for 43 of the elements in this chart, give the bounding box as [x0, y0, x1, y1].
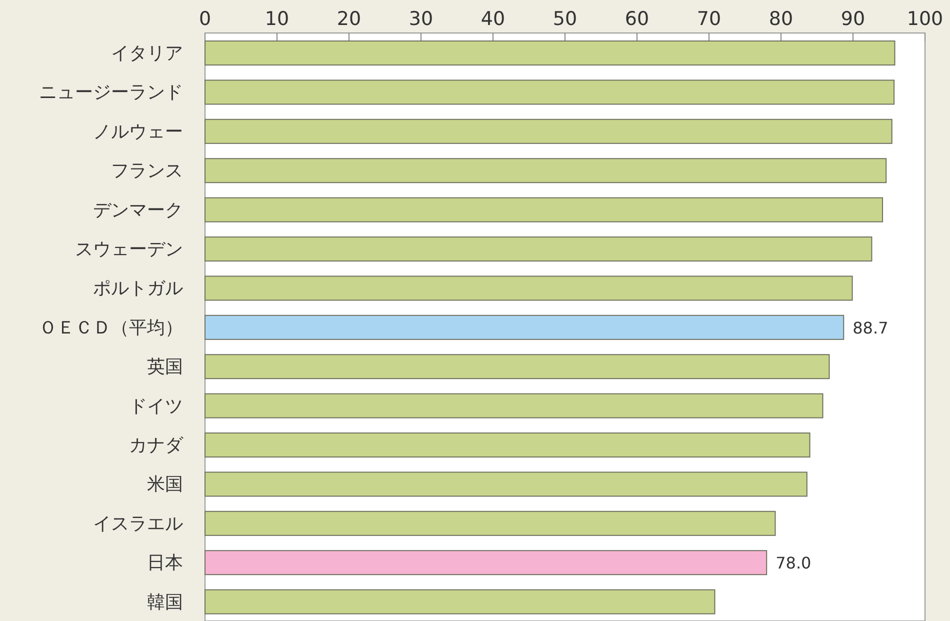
- bar: [204, 40, 896, 66]
- y-tick-label: 米国: [147, 474, 183, 496]
- y-tick-label: ＯＥＣＤ（平均）: [39, 317, 183, 338]
- x-tick-label: 0: [198, 8, 212, 30]
- bar: [204, 314, 844, 340]
- x-tick-label: 100: [906, 8, 944, 30]
- bar: [204, 80, 895, 105]
- x-tick-label: 40: [480, 8, 506, 30]
- y-tick-label: ノルウェー: [93, 121, 183, 142]
- bar: [204, 354, 830, 380]
- x-tick-label: 10: [264, 8, 290, 30]
- x-tick-label: 80: [768, 8, 794, 30]
- data-label: 88.7: [852, 318, 888, 338]
- bar: [204, 589, 716, 614]
- bar: [204, 550, 768, 576]
- bar: [204, 158, 887, 184]
- x-tick-label: 60: [624, 8, 650, 30]
- y-tick-label: イタリア: [111, 43, 183, 64]
- data-label: 78.0: [776, 554, 812, 573]
- y-tick-label: フランス: [111, 160, 183, 182]
- bar: [204, 197, 884, 222]
- x-tick-label: 90: [840, 8, 866, 30]
- y-tick-label: ニュージーランド: [39, 82, 183, 104]
- x-tick-label: 50: [552, 8, 578, 30]
- x-tick-label: 70: [696, 8, 722, 30]
- bar: [204, 510, 776, 536]
- y-tick-label: カナダ: [129, 435, 184, 456]
- y-tick-label: スウェーデン: [75, 239, 183, 260]
- bar: [204, 393, 824, 418]
- bar: [204, 432, 810, 458]
- y-tick-label: 英国: [147, 356, 183, 378]
- bar: [204, 472, 808, 497]
- y-tick-label: デンマーク: [93, 200, 183, 221]
- x-tick-label: 20: [336, 8, 362, 30]
- x-tick-label: 30: [408, 8, 434, 30]
- y-tick-label: イスラエル: [93, 513, 183, 534]
- y-tick-label: 韓国: [147, 592, 183, 613]
- y-tick-label: ポルトガル: [93, 278, 183, 300]
- y-tick-label: 日本: [147, 552, 183, 574]
- bar: [204, 236, 872, 262]
- bar: [204, 118, 892, 144]
- y-tick-label: ドイツ: [129, 396, 183, 417]
- bar: [204, 276, 853, 301]
